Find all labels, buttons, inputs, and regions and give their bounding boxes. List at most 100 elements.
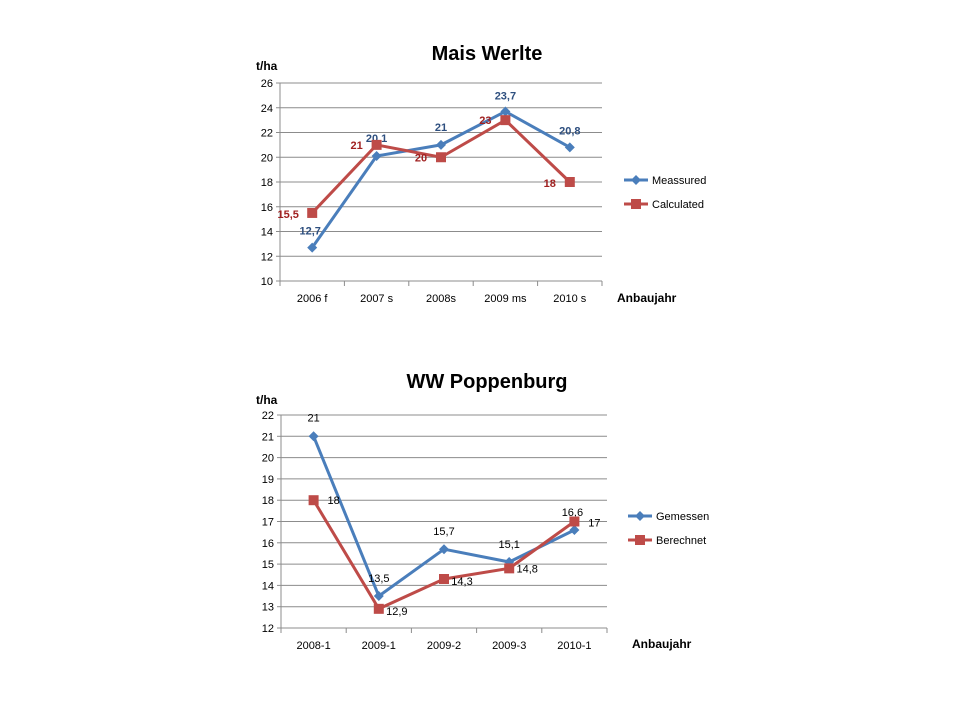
data-label: 15,5 [277, 209, 298, 221]
y-tick-label: 14 [261, 227, 273, 239]
y-axis-unit-label: t/ha [256, 393, 278, 407]
y-tick-label: 18 [261, 177, 273, 189]
data-point-diamond [569, 525, 580, 536]
legend-label: Berechnet [656, 535, 706, 547]
x-tick-label: 2010 s [553, 293, 587, 305]
y-tick-label: 26 [261, 78, 273, 90]
data-label: 20 [415, 152, 427, 164]
data-point-square [439, 574, 449, 585]
y-tick-label: 21 [262, 431, 274, 443]
x-tick-label: 2009-3 [492, 640, 526, 652]
legend: Meassured Calculated [624, 175, 706, 211]
data-label: 20,8 [559, 125, 580, 137]
data-point-square [436, 152, 446, 163]
y-tick-label: 15 [262, 559, 274, 571]
data-label: 12,7 [299, 226, 320, 238]
chart-ww-poppenburg: WW Poppenburg t/ha Anbaujahr 12131415161… [256, 371, 709, 652]
data-label: 20,1 [366, 133, 387, 145]
data-label: 18 [544, 178, 556, 190]
data-label: 13,5 [368, 573, 389, 585]
x-tick-label: 2010-1 [557, 640, 591, 652]
series-gemessen: 21 13,5 15,7 15,1 16,6 [307, 412, 583, 602]
legend-item-calculated: Calculated [624, 199, 704, 211]
data-label: 12,9 [386, 606, 407, 618]
y-tick-label: 12 [261, 251, 273, 263]
y-tick-label: 16 [261, 202, 273, 214]
x-axis-title: Anbaujahr [632, 637, 692, 651]
legend-marker-square-icon [635, 535, 645, 545]
data-point-square [564, 177, 575, 187]
y-axis-unit-label: t/ha [256, 59, 278, 73]
data-point-square [308, 495, 319, 506]
legend-item-gemessen: Gemessen [628, 511, 709, 523]
chart-mais-werlte: Mais Werlte t/ha Anbaujahr 10 12 14 16 18 20 2… [256, 43, 706, 305]
x-tick-label: 2008-1 [296, 640, 330, 652]
series-berechnet: 18 12,9 14,3 14,8 17 [308, 495, 601, 618]
data-label: 16,6 [562, 507, 583, 519]
data-point-square [371, 139, 382, 150]
legend-label: Calculated [652, 199, 704, 211]
legend-item-meassured: Meassured [624, 175, 706, 187]
legend: Gemessen Berechnet [628, 511, 709, 547]
data-label: 18 [327, 495, 339, 507]
data-point-square [500, 115, 511, 126]
data-label: 23,7 [495, 90, 516, 102]
data-point-diamond [564, 142, 575, 153]
data-point-square [569, 516, 580, 527]
y-tick-label: 20 [262, 453, 274, 465]
series-line [311, 118, 571, 214]
x-tick-label: 2006 f [297, 293, 329, 305]
data-point-diamond [308, 431, 319, 442]
y-tick-label: 12 [262, 623, 274, 635]
legend-label: Meassured [652, 175, 706, 187]
y-tick-label: 14 [262, 580, 274, 592]
legend-marker-square-icon [631, 199, 641, 209]
data-label: 14,3 [451, 576, 472, 588]
series-calculated: 15,5 21 20 23 18 [277, 115, 575, 221]
y-tick-label: 22 [262, 410, 274, 422]
data-label: 21 [435, 122, 447, 134]
data-point-square [373, 603, 384, 614]
data-point-diamond [373, 591, 384, 602]
y-tick-label: 20 [261, 152, 273, 164]
legend-label: Gemessen [656, 511, 709, 523]
x-axis-title: Anbaujahr [617, 291, 677, 305]
data-label: 21 [350, 140, 362, 152]
y-tick-label: 17 [262, 517, 274, 529]
y-tick-label: 13 [262, 602, 274, 614]
data-point-diamond [371, 151, 382, 162]
x-tick-label: 2007 s [360, 293, 394, 305]
data-point-diamond [436, 139, 446, 150]
data-label: 14,8 [516, 563, 537, 575]
chart-title: Mais Werlte [432, 43, 543, 65]
data-label: 15,1 [498, 539, 519, 551]
data-point-square [504, 563, 515, 574]
data-label: 17 [588, 518, 600, 530]
legend-item-berechnet: Berechnet [628, 535, 706, 547]
data-point-diamond [500, 106, 511, 117]
data-label: 21 [307, 412, 319, 424]
y-tick-label: 18 [262, 495, 274, 507]
x-tick-label: 2009-1 [362, 640, 396, 652]
y-tick-label: 19 [262, 474, 274, 486]
plot-area: 10 12 14 16 18 20 22 24 26 2006 f 2007 s 2008s 2009 … [261, 78, 603, 305]
y-tick-label: 24 [261, 103, 273, 115]
series-line [312, 499, 576, 611]
y-tick-label: 16 [262, 538, 274, 550]
legend-marker-diamond-icon [631, 175, 641, 185]
series-meassured: 12,7 20,1 21 23,7 20,8 [299, 90, 581, 253]
plot-area: 12 13 14 15 16 17 18 19 20 21 22 2008-1 2009-1 2009-2… [262, 410, 608, 652]
x-tick-label: 2008s [426, 293, 456, 305]
chart-title: WW Poppenburg [406, 371, 567, 393]
y-tick-label: 22 [261, 128, 273, 140]
data-point-diamond [439, 544, 449, 555]
y-tick-label: 10 [261, 276, 273, 288]
legend-marker-diamond-icon [635, 511, 645, 521]
data-label: 15,7 [433, 526, 454, 538]
data-label: 23 [479, 115, 491, 127]
x-tick-label: 2009 ms [484, 293, 527, 305]
x-tick-label: 2009-2 [427, 640, 461, 652]
data-point-square [307, 207, 318, 218]
data-point-diamond [307, 242, 318, 253]
